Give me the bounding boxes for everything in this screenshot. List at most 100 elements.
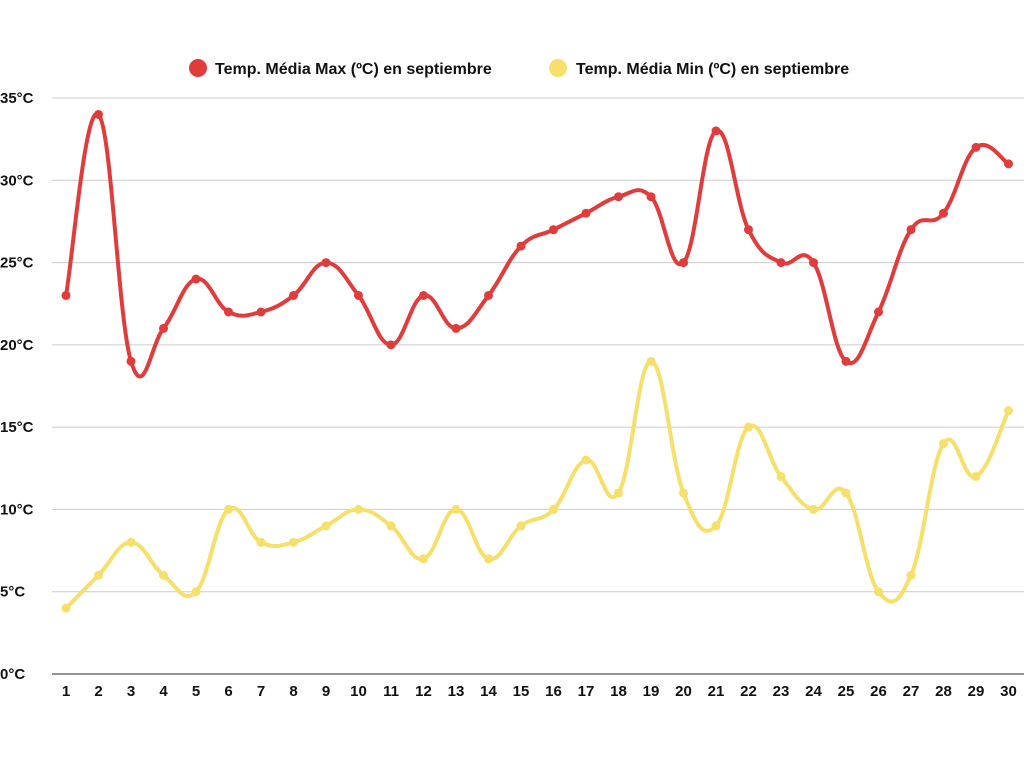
x-tick-label: 25 [838, 683, 855, 700]
data-point[interactable] [1004, 159, 1013, 169]
data-point[interactable] [516, 521, 526, 531]
legend-marker-min [549, 59, 567, 77]
x-tick-label: 8 [289, 683, 297, 700]
data-point[interactable] [191, 274, 201, 284]
x-tick-label: 20 [675, 683, 692, 700]
x-tick-label: 18 [610, 683, 627, 700]
data-point[interactable] [61, 290, 71, 300]
data-point[interactable] [776, 472, 786, 482]
data-point[interactable] [354, 504, 363, 514]
x-tick-label: 2 [94, 683, 102, 700]
data-point[interactable] [126, 356, 136, 366]
data-point[interactable] [809, 258, 818, 268]
data-point[interactable] [126, 537, 136, 547]
data-point[interactable] [289, 537, 298, 547]
data-point[interactable] [289, 290, 298, 300]
x-tick-label: 4 [159, 683, 168, 700]
data-point[interactable] [61, 603, 71, 613]
data-point[interactable] [256, 537, 266, 547]
data-point[interactable] [744, 225, 753, 235]
y-tick-label: 30°C [0, 172, 34, 189]
data-point[interactable] [451, 323, 461, 333]
x-tick-label: 29 [968, 683, 985, 700]
x-tick-label: 17 [578, 683, 595, 700]
y-tick-label: 5°C [0, 584, 25, 601]
data-point[interactable] [906, 225, 916, 235]
y-tick-label: 15°C [0, 419, 34, 436]
y-axis: 0°C 5°C 10°C 15°C 20°C 25°C 30°C 35°C [0, 90, 34, 683]
x-tick-label: 23 [773, 683, 790, 700]
data-point[interactable] [321, 258, 331, 268]
data-point[interactable] [94, 109, 103, 119]
x-tick-label: 10 [350, 683, 367, 700]
data-point[interactable] [841, 356, 851, 366]
y-tick-label: 25°C [0, 255, 34, 272]
data-point[interactable] [679, 488, 688, 498]
data-point[interactable] [484, 290, 493, 300]
data-point[interactable] [679, 258, 688, 268]
data-point[interactable] [224, 504, 233, 514]
y-tick-label: 20°C [0, 337, 34, 354]
x-tick-label: 21 [708, 683, 725, 700]
data-point[interactable] [939, 439, 948, 449]
data-point[interactable] [354, 290, 363, 300]
data-point[interactable] [809, 504, 818, 514]
series-line-max [64, 112, 1011, 379]
data-point[interactable] [191, 587, 201, 597]
data-point[interactable] [321, 521, 331, 531]
data-point[interactable] [646, 356, 656, 366]
data-point[interactable] [906, 570, 916, 580]
data-point[interactable] [1004, 406, 1013, 416]
x-tick-label: 9 [322, 683, 330, 700]
legend-marker-max [189, 59, 207, 77]
data-point[interactable] [646, 192, 656, 202]
data-point[interactable] [256, 307, 266, 317]
data-point[interactable] [874, 587, 883, 597]
x-tick-label: 5 [192, 683, 200, 700]
data-point[interactable] [159, 323, 168, 333]
series-line-min [64, 359, 1011, 611]
x-tick-label: 26 [870, 683, 887, 700]
data-point[interactable] [516, 241, 526, 251]
data-point[interactable] [711, 521, 721, 531]
data-point[interactable] [971, 142, 981, 152]
y-tick-label: 0°C [0, 666, 25, 683]
x-tick-label: 30 [1000, 683, 1017, 700]
data-point[interactable] [971, 472, 981, 482]
data-point[interactable] [939, 208, 948, 218]
data-point[interactable] [386, 521, 396, 531]
data-point[interactable] [94, 570, 103, 580]
data-point[interactable] [581, 208, 591, 218]
x-tick-label: 11 [383, 683, 399, 700]
data-point[interactable] [581, 455, 591, 465]
data-point[interactable] [484, 554, 493, 564]
x-tick-label: 15 [513, 683, 530, 700]
x-tick-label: 7 [257, 683, 265, 700]
series-max [61, 109, 1013, 379]
data-point[interactable] [614, 488, 623, 498]
legend: Temp. Média Max (ºC) en septiembre Temp.… [189, 59, 849, 78]
data-point[interactable] [711, 126, 721, 136]
data-point[interactable] [419, 554, 428, 564]
data-point[interactable] [841, 488, 851, 498]
data-point[interactable] [614, 192, 623, 202]
x-tick-label: 16 [545, 683, 562, 700]
data-point[interactable] [744, 422, 753, 432]
data-point[interactable] [776, 258, 786, 268]
data-point[interactable] [386, 340, 396, 350]
data-point[interactable] [419, 290, 428, 300]
x-tick-label: 3 [127, 683, 135, 700]
x-tick-label: 22 [740, 683, 757, 700]
data-point[interactable] [224, 307, 233, 317]
data-point[interactable] [159, 570, 168, 580]
data-point[interactable] [549, 225, 558, 235]
x-tick-label: 1 [62, 683, 70, 700]
data-point[interactable] [451, 504, 461, 514]
legend-label-min: Temp. Média Min (ºC) en septiembre [576, 61, 849, 78]
x-tick-label: 12 [415, 683, 432, 700]
data-point[interactable] [874, 307, 883, 317]
x-tick-label: 13 [448, 683, 465, 700]
data-point[interactable] [549, 504, 558, 514]
